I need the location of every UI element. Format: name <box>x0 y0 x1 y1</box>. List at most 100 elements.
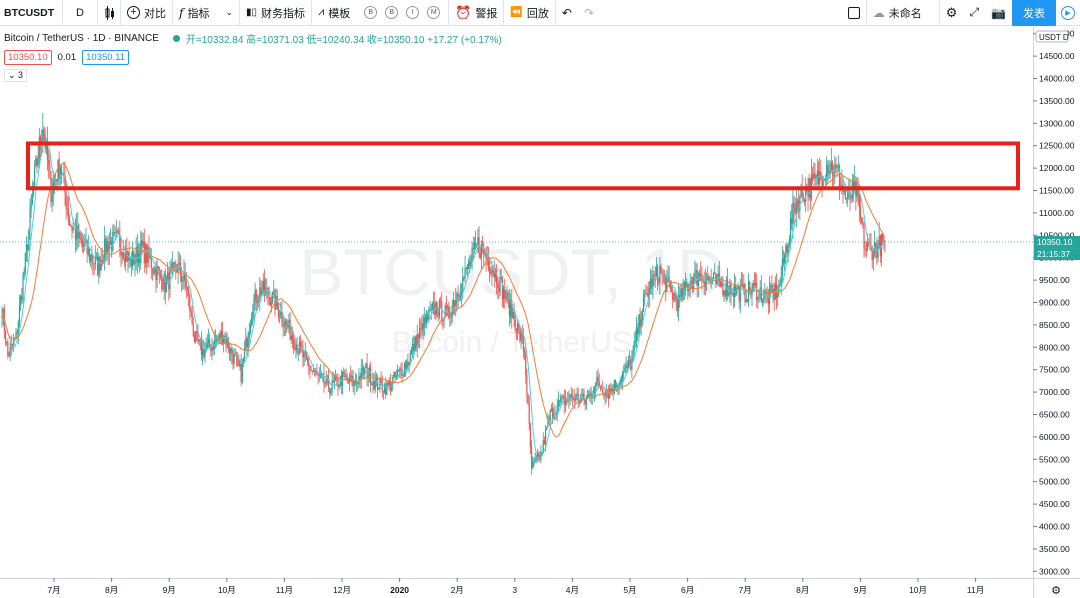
expand-button[interactable]: ⤢ <box>963 0 985 26</box>
candle-body <box>315 370 317 373</box>
candle-body <box>289 320 291 340</box>
candle-body <box>343 371 345 375</box>
candle-body <box>253 298 255 313</box>
candle-body <box>498 287 500 292</box>
candle-body <box>59 167 61 179</box>
candle-body <box>486 257 488 259</box>
candle-body <box>150 257 152 269</box>
candle-body <box>261 290 263 295</box>
candle-body <box>684 282 687 288</box>
settings-button[interactable]: ⚙ <box>940 0 964 26</box>
candle-body <box>424 316 427 323</box>
candle-body <box>445 305 448 308</box>
candle-body <box>115 231 117 233</box>
candle-body <box>39 136 42 144</box>
candle-body <box>648 287 650 297</box>
price-tick-label: 5000.00 <box>1039 477 1070 487</box>
time-axis[interactable]: 7月 8月 9月 10月 11月 12月 2020 2月 3 4月 5月 6月 7月 8月 9月 10月 11月… <box>0 578 1080 597</box>
candle-body <box>746 299 748 302</box>
chart-type-button[interactable] <box>98 0 120 26</box>
circle-button-3[interactable]: I <box>406 6 420 19</box>
candle-body <box>23 272 25 278</box>
candle-body <box>623 371 625 374</box>
candle-body <box>537 454 540 456</box>
publish-button[interactable]: 发表 <box>1012 0 1056 26</box>
candle-body <box>242 358 245 363</box>
circle-button-1[interactable]: B <box>364 6 378 19</box>
replay-button[interactable]: ⏪ 回放 <box>504 0 554 26</box>
axis-settings-gear-icon[interactable]: ⚙ <box>1051 585 1061 597</box>
candle-body <box>450 316 452 318</box>
play-button[interactable]: ▶ <box>1056 0 1080 26</box>
candle-body <box>593 389 596 395</box>
candle-body <box>642 297 645 312</box>
candle-body <box>157 266 159 270</box>
redo-button[interactable]: ↷ <box>578 0 600 26</box>
candle-body <box>112 232 114 251</box>
candle-body <box>104 238 106 263</box>
compare-button[interactable]: + 对比 <box>121 0 172 26</box>
countdown-label: 21:15:37 <box>1037 249 1070 259</box>
candle-body <box>13 340 15 346</box>
candle-body <box>709 279 711 281</box>
candle-body <box>649 278 652 288</box>
candle-body <box>708 276 710 281</box>
candle-body <box>281 311 283 323</box>
candle-body <box>800 187 802 197</box>
circle-button-2[interactable]: B <box>385 6 399 19</box>
candle-body <box>526 374 528 395</box>
candle-body <box>287 323 289 328</box>
square-icon <box>847 6 860 19</box>
indicators-button[interactable]: f 指标 ⌄ <box>173 0 239 26</box>
candle-body <box>805 186 807 202</box>
candle-body <box>198 339 200 342</box>
candle-body <box>560 397 562 402</box>
candle-body <box>167 272 169 279</box>
fullscreen-square-button[interactable] <box>842 0 866 26</box>
financials-button[interactable]: ▮▯ 财务指标 <box>240 0 311 26</box>
undo-icon: ↶ <box>561 5 572 20</box>
indicator-collapse-button[interactable]: ⌄ 3 <box>4 69 28 82</box>
undo-button[interactable]: ↶ <box>556 0 578 26</box>
candle-body <box>136 246 138 263</box>
candle-body <box>557 400 559 406</box>
candle-body <box>529 424 532 447</box>
bid-badge[interactable]: 10350.10 <box>4 50 52 65</box>
time-tick-label: 9月 <box>163 585 176 595</box>
candle-body <box>93 263 95 265</box>
templates-button[interactable]: ⩘ 模板 <box>312 0 356 26</box>
snapshot-button[interactable]: 📷 <box>985 0 1012 26</box>
alert-button[interactable]: ⏰ 警报 <box>449 0 503 26</box>
candle-body <box>202 349 204 356</box>
candle-body <box>632 350 634 359</box>
symbol-search[interactable]: BTCUSDT <box>4 6 55 19</box>
price-tick-label: 5500.00 <box>1039 454 1070 464</box>
price-tick-label: 13000.00 <box>1039 118 1075 128</box>
candle-body <box>76 225 78 240</box>
candle-body <box>469 262 471 267</box>
candle-body <box>206 343 208 349</box>
candle-body <box>497 283 499 288</box>
candle-body <box>25 244 28 253</box>
interval-button[interactable]: D <box>76 6 84 19</box>
candle-body <box>316 370 318 374</box>
candle-body <box>690 280 692 282</box>
candle-body <box>404 363 407 369</box>
candle-body <box>430 309 432 311</box>
price-axis[interactable]: 3000.00 3500.00 4000.00 4500.00 5000.00 5500.… <box>1033 27 1080 598</box>
candle-body <box>449 316 451 318</box>
candle-body <box>481 244 484 248</box>
candle-body <box>599 386 601 389</box>
candle-body <box>798 200 800 212</box>
candle-body <box>156 266 158 280</box>
candle-body <box>696 270 698 286</box>
layout-name-button[interactable]: ☁ 未命名 <box>867 0 939 26</box>
candle-body <box>466 267 469 270</box>
candle-body <box>373 381 375 390</box>
candle-body <box>528 404 530 425</box>
ask-badge[interactable]: 10350.11 <box>82 50 130 65</box>
circle-button-4[interactable]: M <box>427 6 441 19</box>
candle-body <box>411 343 414 351</box>
candle-body <box>165 278 168 293</box>
